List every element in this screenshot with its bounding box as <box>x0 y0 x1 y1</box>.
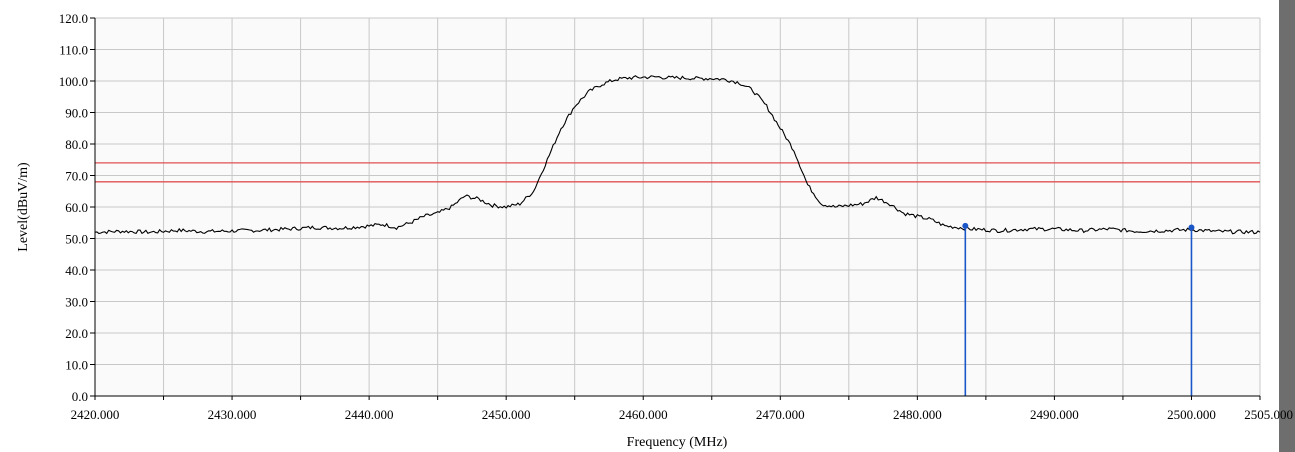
x-tick-label: 2420.000 <box>71 407 120 422</box>
x-tick-label: 2505.000 <box>1244 407 1293 422</box>
x-tick-label: 2480.000 <box>893 407 942 422</box>
x-tick-label: 2490.000 <box>1030 407 1079 422</box>
x-axis-label: Frequency (MHz) <box>627 435 728 450</box>
y-tick-label: 0.0 <box>72 389 88 404</box>
x-tick-label: 2500.000 <box>1167 407 1216 422</box>
y-tick-label: 70.0 <box>65 169 88 184</box>
axes <box>90 17 1261 400</box>
marker-layer <box>962 222 1195 396</box>
spectrum-trace <box>94 75 1261 235</box>
x-tick-label: 2450.000 <box>482 407 531 422</box>
x-tick-label: 2460.000 <box>619 407 668 422</box>
x-tick-label: 2430.000 <box>208 407 257 422</box>
right-frame-bar <box>1279 0 1295 452</box>
y-tick-label: 20.0 <box>65 326 88 341</box>
x-tick-label: 2440.000 <box>345 407 394 422</box>
y-tick-label: 90.0 <box>65 106 88 121</box>
y-tick-label: 110.0 <box>59 43 88 58</box>
y-tick-label: 10.0 <box>65 358 88 373</box>
marker-point <box>962 222 969 229</box>
y-tick-label: 50.0 <box>65 232 88 247</box>
y-tick-label: 30.0 <box>65 295 88 310</box>
limit-lines <box>95 162 1260 183</box>
y-tick-label: 40.0 <box>65 263 88 278</box>
y-tick-labels: 0.0 10.0 20.0 30.0 40.0 50.0 60.0 70.0 80.0 90.0 1… <box>59 11 88 404</box>
y-tick-label: 100.0 <box>59 74 88 89</box>
x-tick-label: 2470.000 <box>756 407 805 422</box>
y-tick-label: 60.0 <box>65 200 88 215</box>
x-tick-labels: 2420.000 2430.000 2440.000 2450.000 2460.000… <box>71 407 1293 422</box>
y-tick-label: 120.0 <box>59 11 88 26</box>
y-tick-label: 80.0 <box>65 137 88 152</box>
marker-point <box>1188 224 1195 231</box>
y-axis-label: Level(dBuV/m) <box>16 162 31 252</box>
series-layer <box>94 75 1261 235</box>
